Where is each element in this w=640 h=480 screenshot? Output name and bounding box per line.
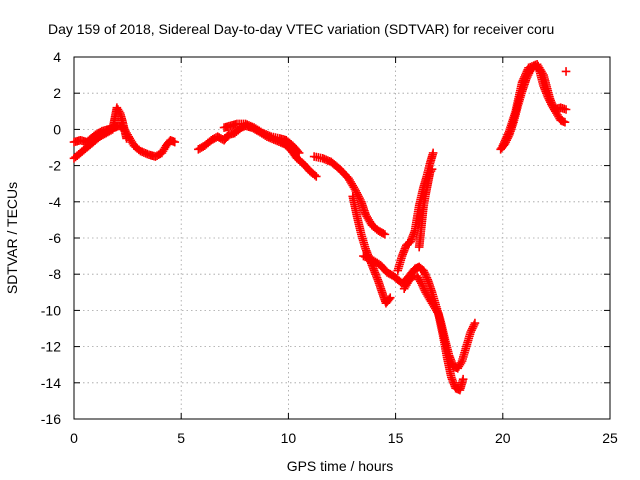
data-point bbox=[293, 147, 303, 156]
data-point bbox=[294, 148, 304, 158]
y-tick-label: 0 bbox=[53, 121, 61, 137]
data-series bbox=[219, 119, 304, 158]
x-tick-label: 0 bbox=[70, 430, 78, 446]
data-series bbox=[69, 121, 180, 161]
x-tick-label: 5 bbox=[177, 430, 185, 446]
data-point bbox=[560, 117, 570, 127]
y-tick-label: 2 bbox=[53, 85, 61, 101]
y-tick-label: 4 bbox=[53, 49, 61, 65]
y-tick-label: -12 bbox=[41, 339, 61, 355]
data-point bbox=[458, 374, 468, 384]
x-tick-label: 20 bbox=[495, 430, 511, 446]
y-tick-label: -6 bbox=[49, 230, 62, 246]
data-point bbox=[380, 230, 390, 239]
y-tick-label: -8 bbox=[49, 266, 62, 282]
data-series bbox=[561, 67, 571, 76]
chart-title: Day 159 of 2018, Sidereal Day-to-day VTE… bbox=[48, 21, 554, 37]
data-point bbox=[385, 293, 395, 303]
y-tick-label: -14 bbox=[41, 375, 61, 391]
data-point bbox=[384, 294, 394, 304]
data-point bbox=[561, 67, 571, 76]
data-point bbox=[170, 137, 180, 147]
data-series bbox=[69, 103, 131, 163]
x-tick-label: 15 bbox=[388, 430, 404, 446]
data-series bbox=[399, 271, 468, 395]
y-axis-label: SDTVAR / TECUs bbox=[4, 182, 20, 294]
data-series bbox=[414, 164, 437, 252]
grid-lines bbox=[74, 57, 610, 419]
data-point bbox=[561, 105, 571, 114]
data-point bbox=[428, 148, 438, 158]
y-tick-label: -16 bbox=[41, 411, 61, 427]
x-tick-label: 25 bbox=[602, 430, 618, 446]
x-axis-label: GPS time / hours bbox=[287, 458, 394, 474]
data-point bbox=[122, 134, 131, 143]
data-points bbox=[69, 59, 571, 395]
x-tick-label: 10 bbox=[281, 430, 297, 446]
y-tick-label: -2 bbox=[49, 158, 62, 174]
data-series bbox=[348, 192, 395, 308]
data-point bbox=[311, 172, 321, 181]
y-tick-label: -4 bbox=[49, 194, 62, 210]
data-series bbox=[498, 59, 571, 150]
data-point bbox=[427, 164, 437, 174]
data-series bbox=[309, 152, 390, 239]
data-point bbox=[470, 318, 480, 328]
y-tick-label: -10 bbox=[41, 302, 61, 318]
